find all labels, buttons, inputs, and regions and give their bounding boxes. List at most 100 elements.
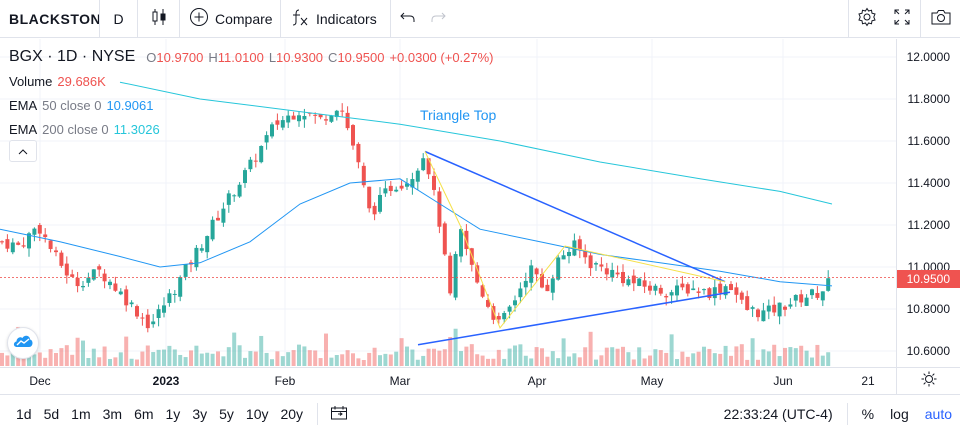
chart-canvas[interactable] xyxy=(0,39,896,367)
candle-body xyxy=(815,292,820,298)
candle-body xyxy=(766,305,771,312)
chart-pane[interactable] xyxy=(0,39,896,367)
candle-body xyxy=(723,286,728,296)
candle-body xyxy=(750,307,755,309)
volume-bar xyxy=(59,348,64,366)
candle-body xyxy=(415,170,420,182)
candle-body xyxy=(313,114,318,116)
candle-body xyxy=(804,297,809,306)
volume-bar xyxy=(27,352,31,366)
volume-bar xyxy=(766,351,771,366)
candle-body xyxy=(658,287,663,294)
auto-scale-toggle[interactable]: auto xyxy=(924,406,952,422)
volume-bar xyxy=(270,359,274,366)
candle-body xyxy=(340,110,345,112)
indicators-button[interactable]: Indicators xyxy=(281,0,391,38)
legend-ema50-row[interactable]: EMA 50 close 0 10.9061 xyxy=(9,93,494,117)
volume-bar xyxy=(610,347,615,366)
volume-bar xyxy=(448,337,453,366)
high-value: 11.0100 xyxy=(217,49,264,65)
volume-bar xyxy=(297,344,301,366)
volume-bar xyxy=(226,347,231,366)
symbol-name: BLACKSTONE xyxy=(9,10,99,27)
volume-bar xyxy=(518,344,523,366)
clock-timezone[interactable]: 22:33:24 (UTC-4) xyxy=(724,403,848,425)
axis-settings-button[interactable] xyxy=(896,367,960,394)
candle-body xyxy=(167,293,172,304)
fullscreen-button[interactable] xyxy=(884,0,920,38)
legend-volume-row[interactable]: Volume 29.686K xyxy=(9,69,494,93)
candle-body xyxy=(777,302,782,317)
candle-body xyxy=(486,300,490,307)
interval-button[interactable]: D xyxy=(100,0,138,38)
symbol-search-button[interactable]: BLACKSTONE xyxy=(0,0,100,38)
candle-body xyxy=(453,254,458,298)
volume-bar xyxy=(356,358,361,366)
volume-bar xyxy=(615,348,620,366)
volume-bar xyxy=(777,356,782,366)
range-button[interactable]: 6m xyxy=(134,406,154,422)
range-button[interactable]: 1m xyxy=(71,406,91,422)
percent-scale-toggle[interactable]: % xyxy=(861,406,875,422)
candle-body xyxy=(664,296,669,298)
candle-body xyxy=(615,272,620,275)
toolbar-spacer xyxy=(451,0,848,38)
candle-body xyxy=(707,288,712,299)
time-axis[interactable]: Dec 2023 Feb Mar Apr May Jun 21 xyxy=(0,367,896,394)
chart-legend: BGX · 1D · NYSE O10.9700 H11.0100 L10.93… xyxy=(9,45,494,141)
snapshot-button[interactable] xyxy=(920,0,960,38)
undo-icon[interactable] xyxy=(400,10,416,27)
range-button[interactable]: 1d xyxy=(16,406,32,422)
fx-icon xyxy=(290,7,310,30)
fullscreen-icon xyxy=(893,8,911,29)
candle-body xyxy=(631,275,636,284)
candle-body xyxy=(556,257,561,280)
volume-bar xyxy=(237,345,242,366)
volume-bar xyxy=(793,348,798,366)
range-button[interactable]: 10y xyxy=(245,406,269,422)
volume-bar xyxy=(437,350,442,366)
candle-body xyxy=(91,269,96,280)
volume-bar xyxy=(129,358,134,366)
price-axis[interactable]: 12.0000 11.8000 11.6000 11.4000 11.2000 … xyxy=(896,39,960,367)
time-tick: Mar xyxy=(389,374,411,388)
candle-body xyxy=(691,288,696,291)
range-button[interactable]: 5y xyxy=(219,406,234,422)
candle-body xyxy=(270,124,274,137)
volume-bar xyxy=(388,354,393,366)
volume-bar xyxy=(405,346,409,366)
volume-bar xyxy=(637,347,642,366)
candle-body xyxy=(513,300,517,306)
compare-button[interactable]: Compare xyxy=(180,0,281,38)
candle-body xyxy=(788,304,793,307)
range-button[interactable]: 1y xyxy=(165,406,181,422)
volume-bar xyxy=(507,348,512,366)
range-button[interactable]: 20y xyxy=(280,406,304,422)
legend-ema200-row[interactable]: EMA 200 close 0 11.3026 xyxy=(9,117,494,141)
redo-icon[interactable] xyxy=(430,10,446,27)
candle-body xyxy=(21,245,26,247)
volume-bar xyxy=(97,357,102,366)
legend-collapse-button[interactable] xyxy=(9,140,37,162)
range-button[interactable]: 5d xyxy=(43,406,60,422)
go-to-date-button[interactable] xyxy=(317,403,359,425)
volume-bar xyxy=(118,352,123,366)
log-scale-toggle[interactable]: log xyxy=(890,406,909,422)
candle-body xyxy=(151,321,156,325)
volume-bar xyxy=(399,338,404,366)
volume-bar xyxy=(361,359,366,366)
chart-style-button[interactable] xyxy=(138,0,180,38)
volume-bar xyxy=(248,351,253,366)
range-button[interactable]: 3m xyxy=(102,406,123,422)
volume-bar xyxy=(810,357,814,366)
legend-symbol[interactable]: BGX · 1D · NYSE xyxy=(9,48,136,65)
range-button[interactable]: 3y xyxy=(192,406,208,422)
settings-button[interactable] xyxy=(848,0,884,38)
triangle-top-label[interactable]: Triangle Top xyxy=(420,107,497,123)
volume-bar xyxy=(259,335,264,366)
pattern-zigzag xyxy=(424,151,726,329)
candle-body xyxy=(399,185,404,189)
tradingview-logo[interactable] xyxy=(7,327,39,359)
candle-body xyxy=(172,293,177,295)
candle-body xyxy=(54,250,58,253)
